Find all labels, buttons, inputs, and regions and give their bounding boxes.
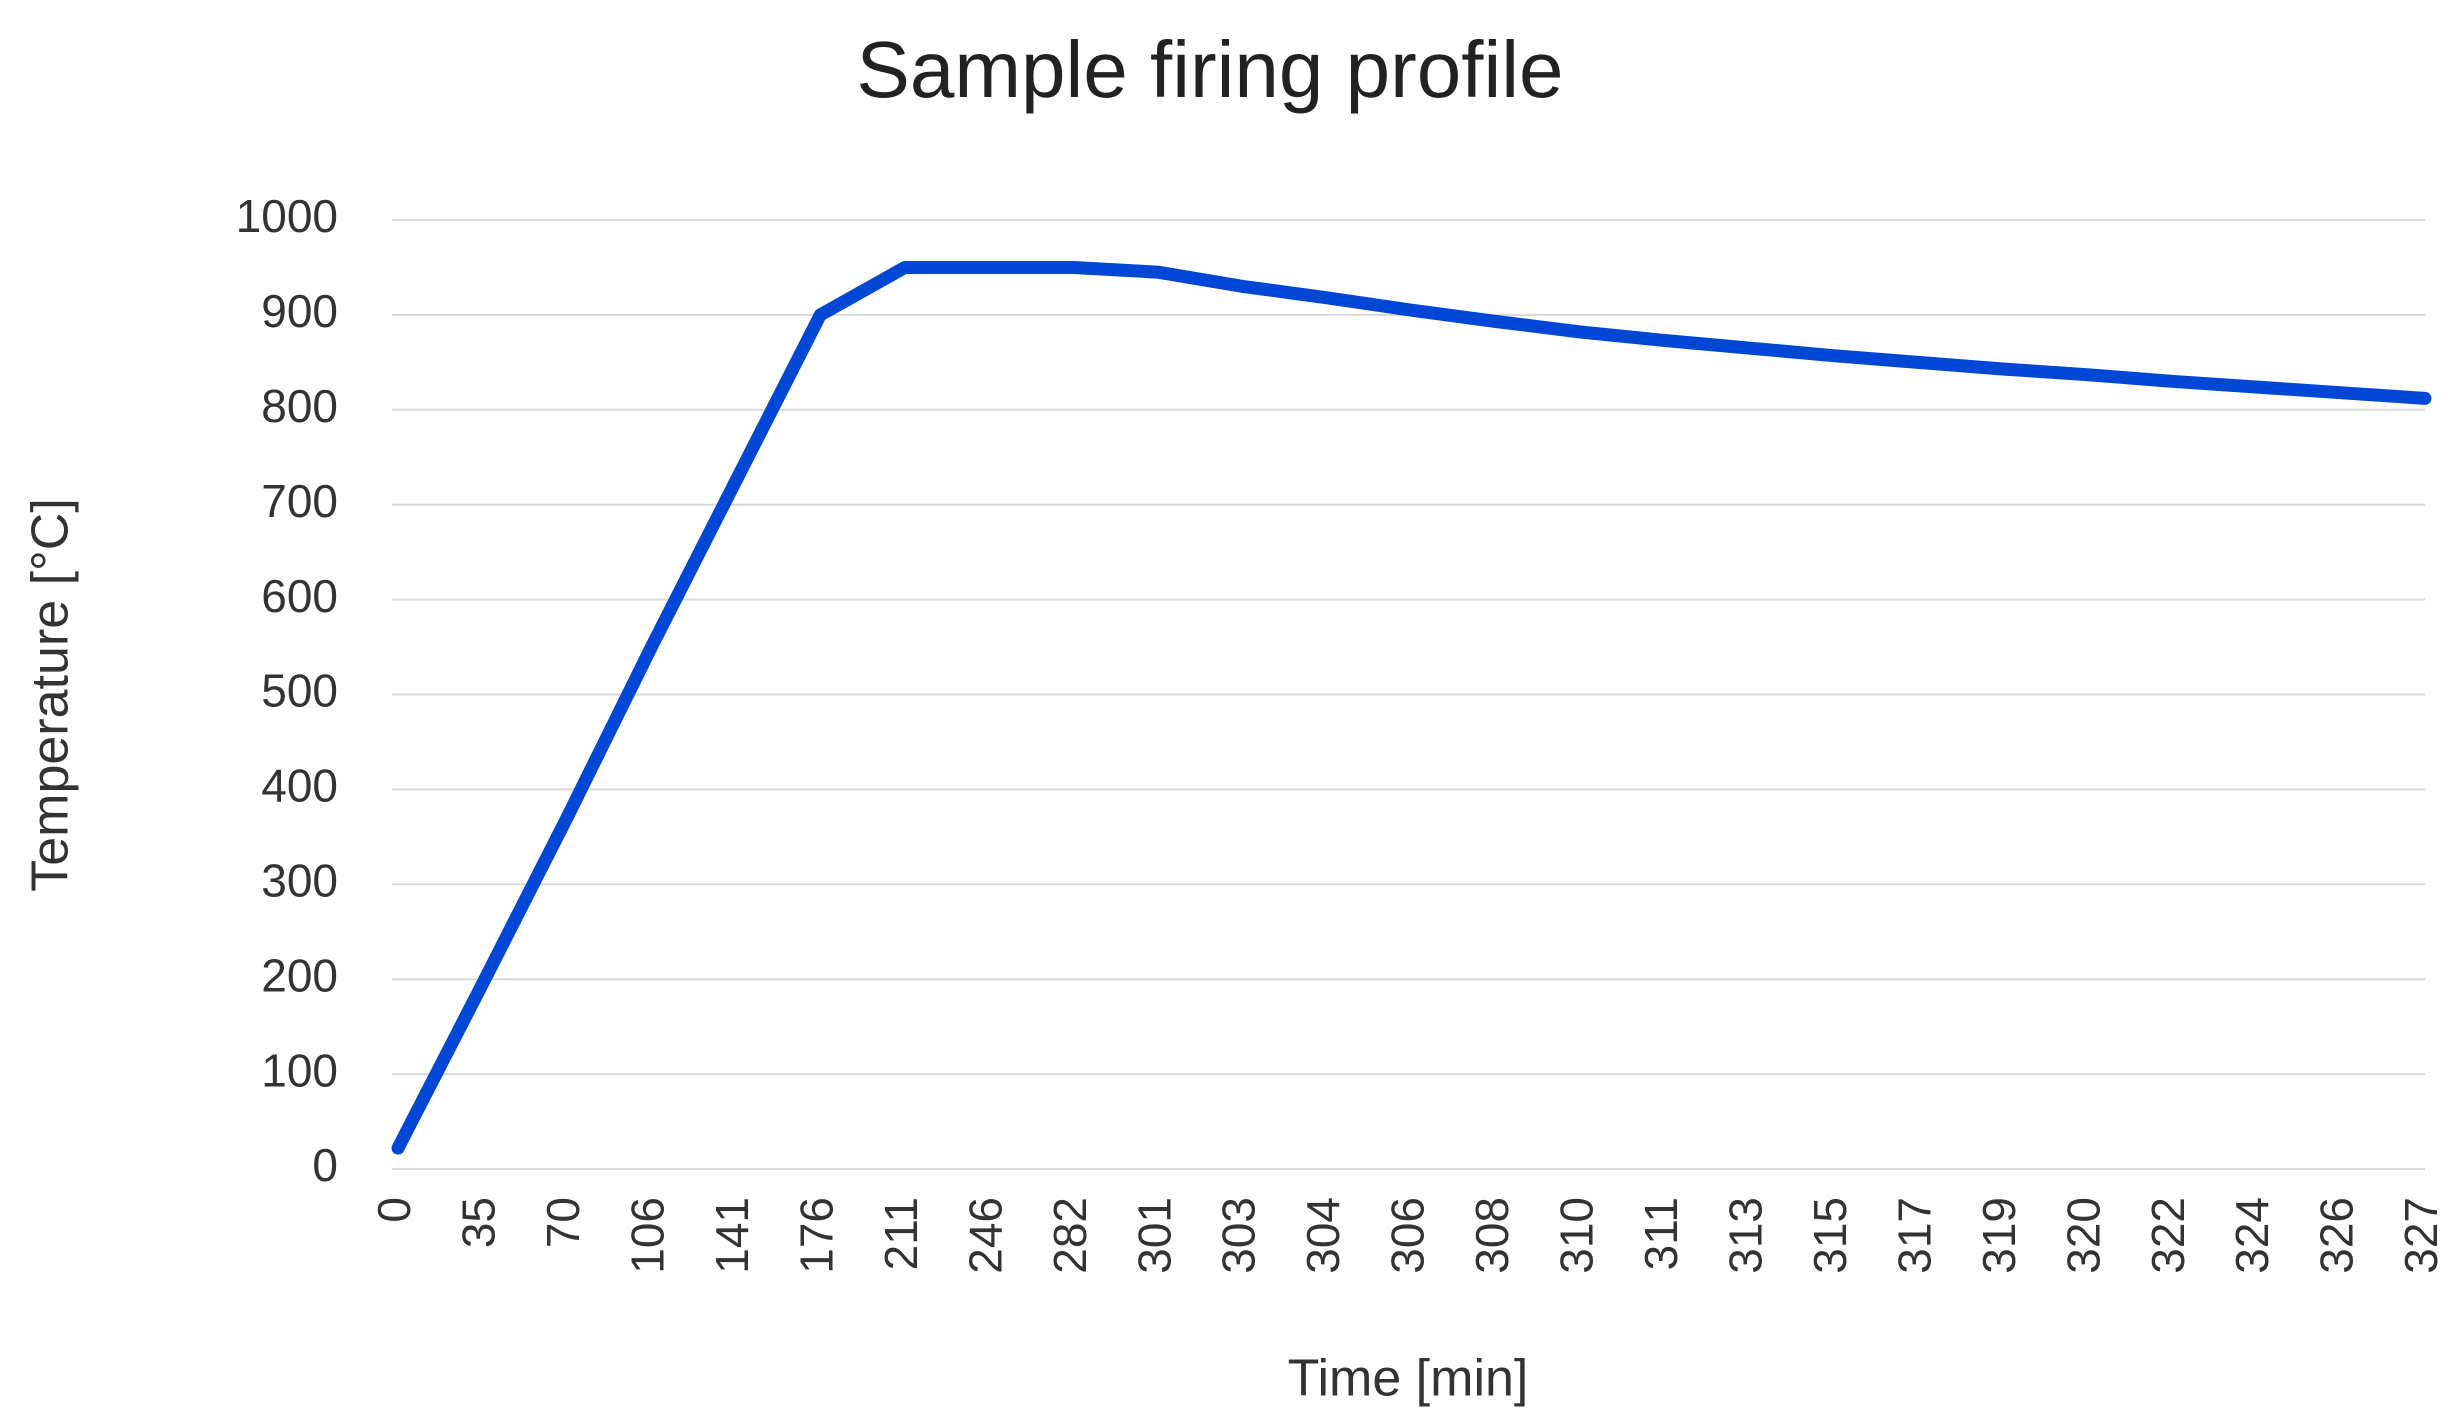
x-tick-label: 311 <box>1635 1197 1687 1270</box>
y-tick-label: 600 <box>261 570 338 622</box>
y-tick-label: 1000 <box>236 190 338 242</box>
y-tick-label: 900 <box>261 285 338 337</box>
x-tick-label: 306 <box>1382 1197 1434 1274</box>
x-tick-label: 308 <box>1466 1197 1518 1274</box>
x-tick-label: 310 <box>1551 1197 1603 1274</box>
x-tick-label: 304 <box>1297 1197 1349 1274</box>
x-tick-label: 303 <box>1213 1197 1265 1274</box>
data-line <box>391 261 2432 1155</box>
x-tick-label: 324 <box>2226 1197 2278 1274</box>
x-tick-label: 313 <box>1719 1197 1771 1274</box>
x-tick-label: 246 <box>959 1197 1011 1274</box>
x-tick-label: 176 <box>790 1197 842 1274</box>
x-tick-label: 317 <box>1888 1197 1940 1274</box>
x-tick-label: 282 <box>1044 1197 1096 1274</box>
y-tick-label: 400 <box>261 760 338 812</box>
x-tick-label: 326 <box>2311 1197 2363 1274</box>
y-tick-label: 0 <box>312 1139 338 1191</box>
y-tick-label: 100 <box>261 1044 338 1096</box>
x-tick-label: 320 <box>2057 1197 2109 1274</box>
x-tick-label: 301 <box>1128 1197 1180 1274</box>
y-tick-label: 500 <box>261 665 338 717</box>
y-tick-label: 700 <box>261 475 338 527</box>
x-tick-label: 322 <box>2142 1197 2194 1274</box>
y-axis-title: Temperature [°C] <box>22 498 80 892</box>
chart-title: Sample firing profile <box>857 25 1564 114</box>
x-tick-label: 327 <box>2395 1197 2445 1274</box>
y-tick-label: 800 <box>261 380 338 432</box>
x-tick-label: 315 <box>1804 1197 1856 1274</box>
x-tick-label: 211 <box>875 1197 927 1270</box>
x-tick-label: 319 <box>1973 1197 2025 1274</box>
x-tick-label: 35 <box>453 1197 505 1248</box>
x-axis-title: Time [min] <box>1288 1350 1529 1408</box>
x-tick-label: 106 <box>622 1197 674 1274</box>
x-tick-label: 141 <box>706 1197 758 1274</box>
y-tick-label: 200 <box>261 949 338 1001</box>
x-tick-label: 70 <box>537 1197 589 1248</box>
x-tick-label: 0 <box>368 1197 420 1223</box>
y-tick-label: 300 <box>261 854 338 906</box>
